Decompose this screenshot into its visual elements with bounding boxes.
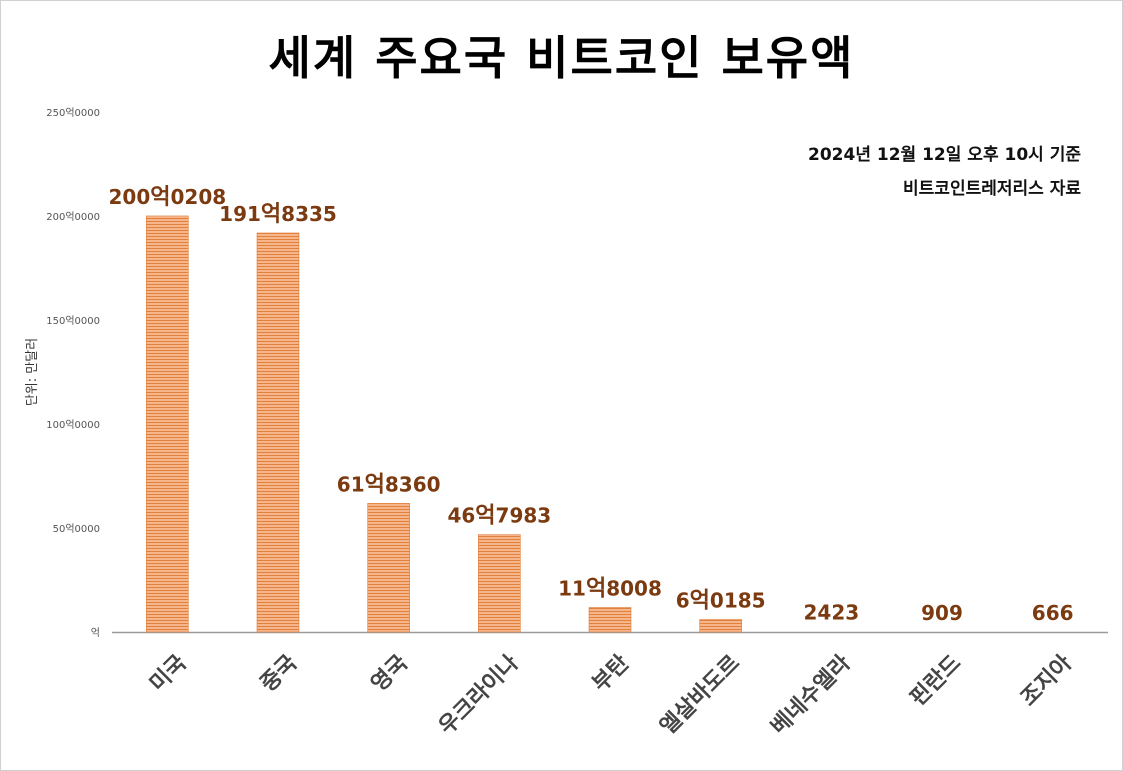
data-label: 200억0208 xyxy=(108,185,226,210)
bar-3 xyxy=(367,503,410,633)
x-tick-label: 엘살바도르 xyxy=(656,651,745,740)
x-tick-label: 미국 xyxy=(145,651,191,697)
y-tick-label: 150억0000 xyxy=(46,315,100,327)
data-label: 6억0185 xyxy=(676,588,766,613)
y-tick-label: 200억0000 xyxy=(46,211,100,223)
data-label: 2423 xyxy=(803,600,859,624)
y-tick-label: 억 xyxy=(91,627,100,639)
x-tick-label: 핀란드 xyxy=(906,651,967,712)
bar-6 xyxy=(699,619,742,633)
data-label: 191억8335 xyxy=(219,202,337,227)
y-axis-label: 단위: 만달러 xyxy=(25,338,40,406)
x-tick-label: 베네수엘라 xyxy=(766,650,856,740)
data-label: 909 xyxy=(921,601,963,625)
x-tick-label: 중국 xyxy=(256,651,302,697)
bar-4 xyxy=(478,534,521,633)
x-tick-label: 우크라이나 xyxy=(434,651,523,740)
y-tick-label: 250억0000 xyxy=(46,107,100,119)
y-tick-label: 50억0000 xyxy=(53,523,100,535)
chart-title: 세계 주요국 비트코인 보유액 xyxy=(268,31,855,85)
bar-2 xyxy=(256,232,300,633)
data-label: 61억8360 xyxy=(337,472,441,497)
x-tick-label: 조지아 xyxy=(1016,650,1077,711)
source-note: 비트코인트레저리스 자료 xyxy=(903,179,1081,199)
data-label: 666 xyxy=(1032,601,1074,625)
x-tick-label: 부탄 xyxy=(588,651,634,697)
x-tick-label: 영국 xyxy=(367,651,413,697)
data-label: 46억7983 xyxy=(447,504,551,529)
bar-1 xyxy=(146,215,189,633)
data-label: 11억8008 xyxy=(558,576,662,601)
date-note: 2024년 12월 12일 오후 10시 기준 xyxy=(808,145,1081,165)
bar-5 xyxy=(588,607,632,633)
y-tick-label: 100억0000 xyxy=(46,419,100,431)
